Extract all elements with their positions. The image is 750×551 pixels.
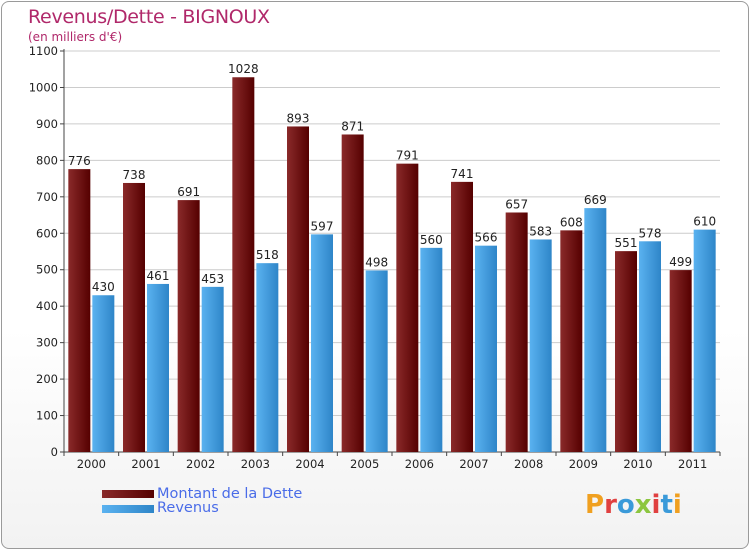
x-tick-label: 2009: [569, 457, 598, 471]
data-label: 608: [560, 215, 583, 229]
bar-debt: [505, 212, 528, 452]
data-label: 657: [505, 197, 528, 211]
bar-revenue: [92, 295, 115, 452]
data-label: 741: [451, 167, 474, 181]
bar-debt: [123, 182, 145, 452]
logo-letter: t: [660, 490, 673, 520]
x-tick-label: 2010: [623, 457, 652, 471]
y-tick-label: 300: [36, 336, 58, 350]
x-tick-label: 2007: [459, 457, 488, 471]
data-label: 430: [92, 280, 115, 294]
x-tick-label: 2006: [405, 457, 434, 471]
x-tick-label: 2001: [131, 457, 160, 471]
y-tick-label: 0: [51, 445, 58, 459]
data-label: 518: [256, 248, 279, 262]
y-tick-label: 1000: [29, 80, 58, 94]
x-tick-label: 2002: [186, 457, 215, 471]
bar-debt: [560, 230, 583, 452]
data-label: 1028: [228, 62, 259, 76]
bar-revenue: [256, 263, 279, 452]
y-tick-label: 600: [36, 226, 58, 240]
y-tick-label: 200: [36, 372, 58, 386]
bar-debt: [396, 163, 419, 453]
data-label: 566: [475, 231, 498, 245]
bar-debt: [669, 270, 692, 452]
data-label: 610: [693, 215, 716, 229]
bar-revenue: [311, 234, 333, 452]
bar-debt: [615, 251, 637, 452]
axes: 0 100 200 300 400 500 600 700 800 900 1000 1100 2000…: [29, 44, 721, 471]
bar-revenue: [147, 283, 169, 452]
bar-debt: [177, 200, 200, 452]
data-label: 560: [420, 233, 443, 247]
data-label: 597: [311, 219, 334, 233]
logo-letter: r: [604, 490, 617, 520]
data-label: 498: [365, 255, 388, 269]
data-label: 871: [341, 119, 364, 133]
y-tick-label: 900: [36, 117, 58, 131]
legend-swatch-debt: [102, 490, 154, 498]
bar-revenue: [201, 286, 224, 452]
y-tick-label: 1100: [29, 44, 58, 58]
chart-subtitle: (en milliers d'€): [28, 30, 123, 44]
logo-letter: x: [634, 490, 652, 520]
legend-swatch-revenue: [102, 505, 154, 513]
data-label: 461: [147, 269, 170, 283]
x-tick-label: 2008: [514, 457, 543, 471]
x-tick-label: 2011: [678, 457, 707, 471]
logo-letter: i: [672, 490, 682, 520]
x-tick-label: 2000: [77, 457, 106, 471]
data-label: 776: [68, 154, 91, 168]
bar-revenue: [365, 270, 388, 452]
bar-debt: [232, 77, 255, 452]
data-label: 669: [584, 193, 607, 207]
bar-debt: [287, 126, 309, 452]
legend-label-revenue: Revenus: [157, 500, 219, 516]
proxiti-logo: Proxiti: [585, 490, 682, 520]
y-tick-label: 400: [36, 299, 58, 313]
bar-revenue: [529, 239, 552, 452]
y-tick-label: 700: [36, 190, 58, 204]
data-label: 499: [669, 255, 692, 269]
bar-revenue: [693, 229, 716, 452]
y-tick-label: 800: [36, 153, 58, 167]
logo-letter: o: [616, 490, 635, 520]
bar-revenue: [420, 247, 443, 452]
data-label: 691: [177, 185, 200, 199]
legend-label-debt: Montant de la Dette: [157, 486, 303, 502]
data-labels: 776 430 738 461 691 453 1028 518 893 597 871 498 791…: [68, 62, 716, 294]
x-tick-label: 2005: [350, 457, 379, 471]
x-tick-label: 2003: [241, 457, 270, 471]
grid-lines: [64, 50, 720, 453]
y-tick-label: 500: [36, 263, 58, 277]
bar-revenue: [475, 245, 497, 452]
data-label: 583: [529, 224, 552, 238]
bar-debt: [451, 181, 473, 452]
bar-revenue: [584, 208, 607, 452]
bar-debt: [341, 134, 364, 453]
logo-letter: i: [651, 490, 661, 520]
bar-revenue: [639, 241, 661, 452]
chart-title: Revenus/Dette - BIGNOUX: [28, 6, 270, 28]
bar-debt: [68, 169, 91, 452]
data-label: 791: [396, 149, 419, 163]
logo-letter: P: [585, 490, 605, 520]
x-tick-label: 2004: [295, 457, 324, 471]
bars: [68, 77, 716, 453]
data-label: 578: [639, 226, 662, 240]
y-tick-label: 100: [36, 409, 58, 423]
data-label: 551: [615, 236, 638, 250]
data-label: 738: [123, 168, 146, 182]
data-label: 453: [201, 272, 224, 286]
data-label: 893: [287, 111, 310, 125]
